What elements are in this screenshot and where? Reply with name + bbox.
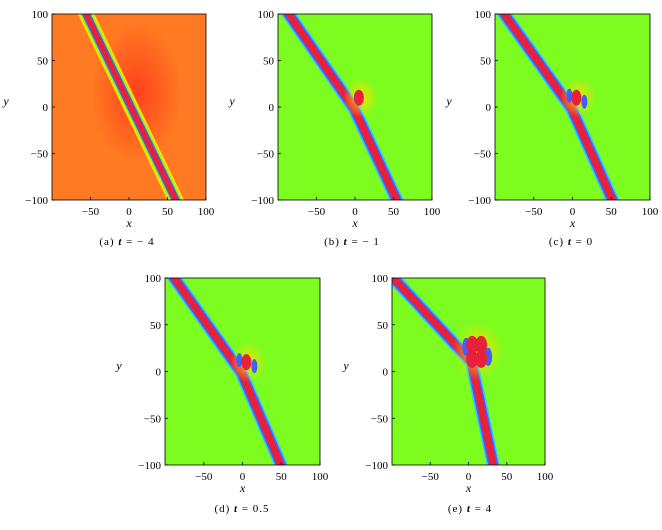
caption-value: = 4 [471, 503, 492, 515]
lump-trough-right [581, 94, 588, 109]
y-tick-label: 100 [475, 9, 492, 21]
x-tick-label: 100 [312, 471, 329, 483]
x-tick-label: 0 [352, 206, 358, 218]
y-tick-label: 0 [486, 102, 492, 114]
y-tick-label: −50 [371, 413, 389, 425]
soliton-band-layer-3 [83, 14, 179, 200]
x-tick-label: 50 [501, 471, 513, 483]
x-tick-label: −50 [525, 206, 543, 218]
lump-peak [353, 89, 364, 106]
x-axis-label: x [125, 216, 132, 230]
y-axis-label: y [228, 94, 235, 108]
lump-peak [571, 89, 582, 106]
panel-caption: (b) t = − 1 [324, 236, 380, 248]
y-tick-label: −100 [251, 195, 274, 207]
x-tick-label: 0 [240, 471, 246, 483]
plot-area [52, 14, 206, 200]
plot-area [495, 14, 650, 200]
x-tick-label: 50 [276, 471, 288, 483]
panel-caption: (a) t = − 4 [99, 236, 154, 248]
lump-peak-0 [466, 335, 479, 354]
lump-peak-1 [475, 335, 488, 354]
y-tick-label: −100 [468, 195, 491, 207]
x-tick-label: 50 [606, 206, 618, 218]
lump-trough-right [251, 359, 258, 374]
x-tick-label: 100 [642, 206, 659, 218]
y-tick-label: 0 [269, 102, 275, 114]
x-tick-label: −50 [195, 471, 213, 483]
caption-prefix: (b) [324, 236, 344, 248]
lump-trough-left [566, 88, 573, 103]
plot-area [278, 14, 432, 200]
caption-prefix: (a) [99, 236, 118, 248]
y-tick-label: 100 [258, 9, 275, 21]
y-tick-label: 0 [383, 367, 389, 379]
y-tick-label: 100 [372, 273, 389, 285]
y-tick-label: −50 [474, 149, 492, 161]
x-axis-label: x [569, 216, 576, 230]
x-axis-label: x [239, 481, 246, 495]
x-tick-label: 0 [466, 471, 472, 483]
x-tick-label: 100 [537, 471, 554, 483]
panel-e: −50 0 50 100 100 50 0 −50 −100 x y (e) t = 4 [342, 273, 554, 515]
y-tick-label: −100 [138, 460, 161, 472]
y-tick-label: −50 [257, 149, 275, 161]
panel-caption: (c) t = 0 [549, 236, 593, 248]
plot-area [392, 278, 545, 465]
panel-caption: (d) t = 0.5 [214, 503, 269, 515]
x-tick-label: 100 [198, 206, 215, 218]
caption-prefix: (d) [214, 503, 234, 515]
plot-area [165, 278, 320, 465]
y-tick-label: 0 [43, 102, 49, 114]
x-tick-label: −50 [422, 471, 440, 483]
caption-variable: t [344, 236, 348, 248]
y-tick-label: −50 [144, 413, 162, 425]
y-tick-label: 50 [377, 320, 389, 332]
caption-variable: t [118, 236, 122, 248]
y-tick-label: 100 [145, 273, 162, 285]
panel-b: −50 0 50 100 100 50 0 −50 −100 x y (b) t = − 1 [228, 9, 441, 248]
lump-trough-left [236, 353, 243, 368]
x-axis-label: x [465, 481, 472, 495]
caption-variable: t [234, 503, 238, 515]
caption-value: = − 4 [122, 236, 154, 248]
y-axis-label: y [115, 359, 122, 373]
caption-value: = − 1 [348, 236, 380, 248]
y-tick-label: 0 [156, 367, 162, 379]
lump-peak [241, 354, 252, 371]
y-axis-label: y [445, 94, 452, 108]
y-axis-label: y [342, 359, 349, 373]
lump-peak-3 [475, 349, 488, 368]
y-axis-label: y [2, 94, 9, 108]
y-tick-label: 100 [32, 9, 49, 21]
y-tick-label: 50 [480, 56, 492, 68]
x-axis-label: x [351, 216, 358, 230]
x-tick-label: −50 [82, 206, 100, 218]
x-tick-label: −50 [308, 206, 326, 218]
x-tick-label: 0 [126, 206, 132, 218]
panel-d: −50 0 50 100 100 50 0 −50 −100 x y (d) t = 0.5 [115, 273, 329, 515]
x-tick-label: 0 [570, 206, 576, 218]
caption-variable: t [467, 503, 471, 515]
y-tick-label: 50 [263, 56, 275, 68]
y-tick-label: −100 [25, 195, 48, 207]
caption-prefix: (c) [549, 236, 568, 248]
y-tick-label: 50 [37, 56, 49, 68]
y-tick-label: −100 [365, 460, 388, 472]
lump-peak-2 [466, 349, 479, 368]
y-tick-label: 50 [150, 320, 162, 332]
panel-c: −50 0 50 100 100 50 0 −50 −100 x y (c) t = 0 [445, 9, 659, 248]
panel-caption: (e) t = 4 [448, 503, 492, 515]
caption-value: = 0 [572, 236, 593, 248]
panel-a: −50 0 50 100 100 50 0 −50 −100 x y (a) t = − 4 [2, 9, 215, 248]
y-tick-label: −50 [31, 149, 49, 161]
caption-prefix: (e) [448, 503, 467, 515]
caption-value: = 0.5 [238, 503, 269, 515]
x-tick-label: 50 [162, 206, 174, 218]
x-tick-label: 100 [424, 206, 441, 218]
caption-variable: t [568, 236, 572, 248]
x-tick-label: 50 [388, 206, 400, 218]
